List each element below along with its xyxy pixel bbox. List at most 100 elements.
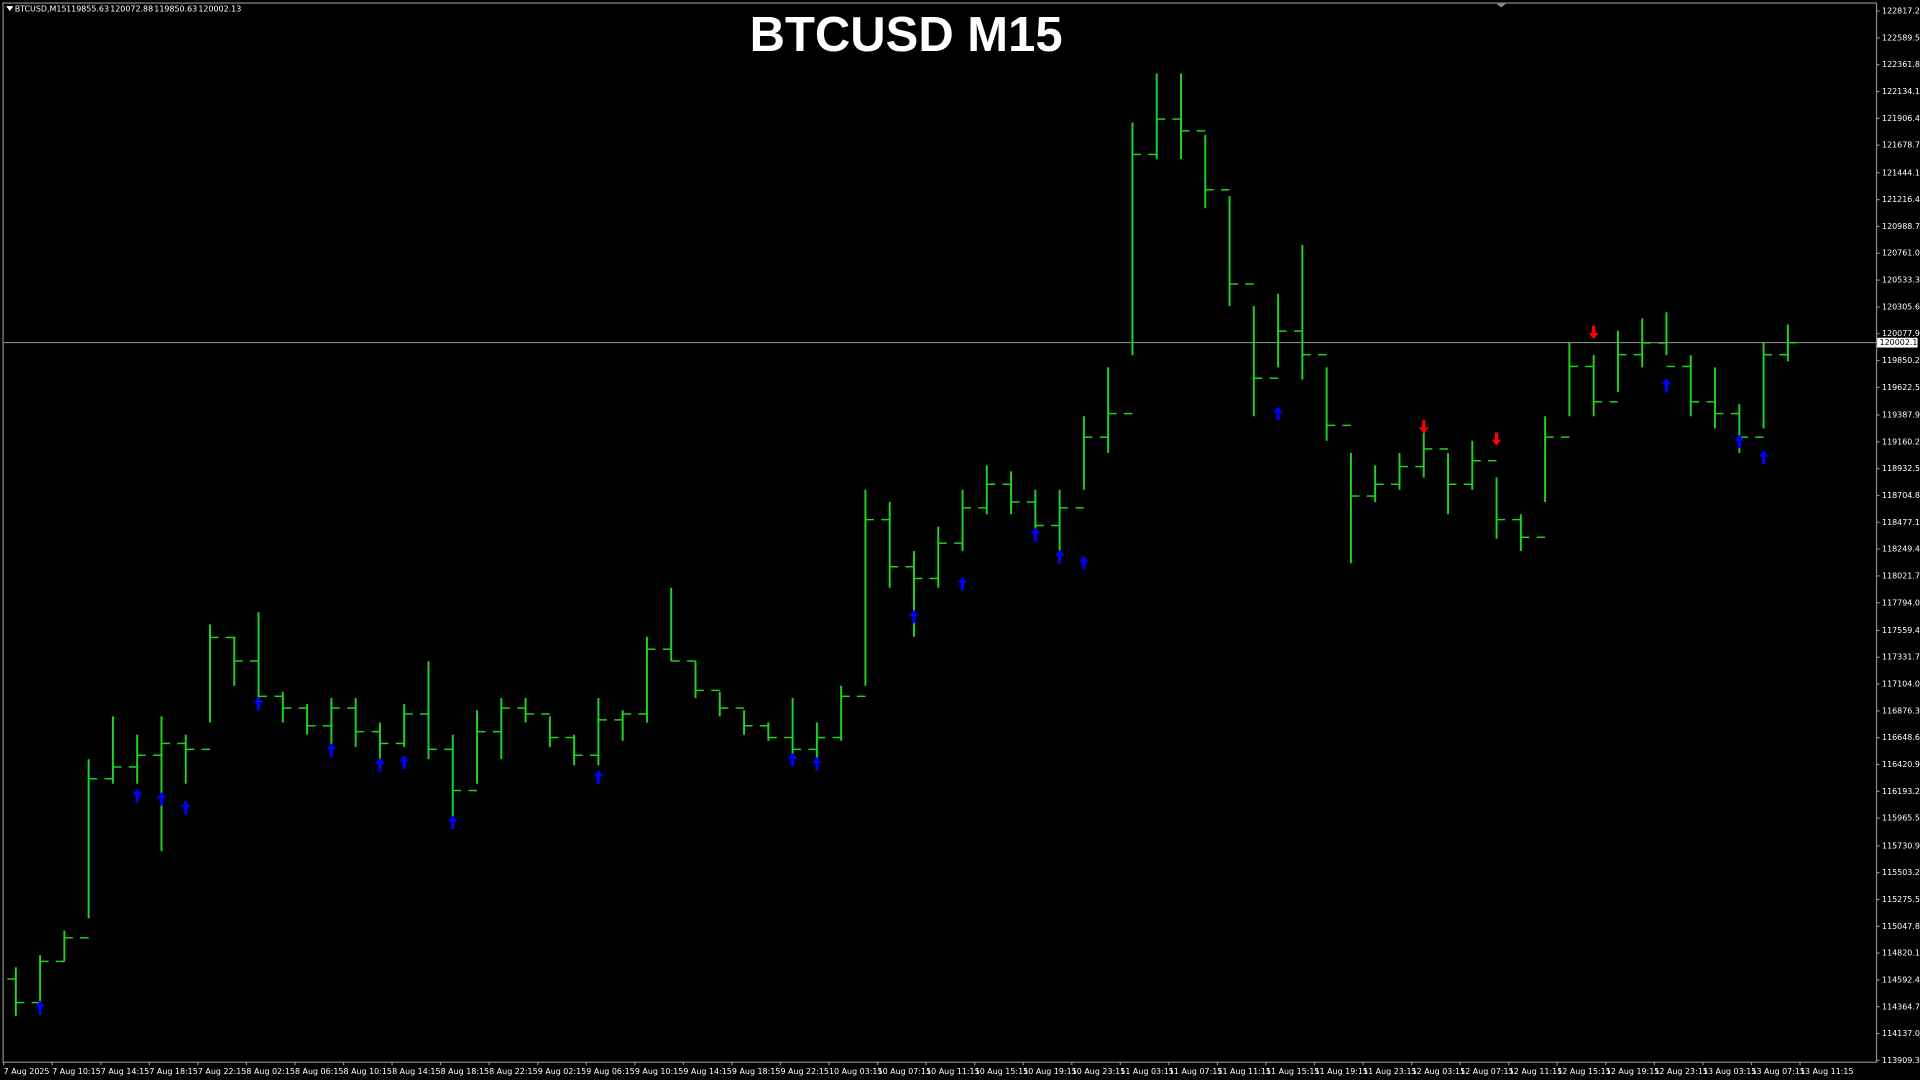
buy-arrow <box>811 756 822 771</box>
ohlc-info-value: 119855.63 <box>66 5 109 14</box>
x-tick-label: 11 Aug 07:15 <box>1169 1067 1223 1076</box>
x-tick-label: 9 Aug 06:15 <box>586 1067 634 1076</box>
x-tick-label: 8 Aug 02:15 <box>246 1067 294 1076</box>
buy-arrow <box>180 800 191 815</box>
x-tick-label: 7 Aug 14:15 <box>101 1067 149 1076</box>
y-tick-label: 116648.60 <box>1882 733 1920 742</box>
x-tick-label: 9 Aug 02:15 <box>538 1067 586 1076</box>
x-tick-label: 11 Aug 19:15 <box>1315 1067 1369 1076</box>
x-tick-label: 9 Aug 18:15 <box>732 1067 780 1076</box>
buy-arrow <box>253 696 264 711</box>
x-tick-label: 10 Aug 07:15 <box>878 1067 932 1076</box>
y-tick-label: 114364.70 <box>1882 1002 1920 1011</box>
buy-arrow <box>957 576 968 591</box>
x-tick-label: 12 Aug 19:15 <box>1606 1067 1660 1076</box>
x-tick-label: 9 Aug 22:15 <box>780 1067 828 1076</box>
last-price-box <box>1877 337 1918 348</box>
buy-arrow <box>787 753 798 767</box>
x-tick-label: 8 Aug 22:15 <box>489 1067 537 1076</box>
y-tick-label: 118249.40 <box>1882 545 1920 554</box>
y-tick-label: 113909.30 <box>1882 1056 1920 1065</box>
x-tick-label: 7 Aug 18:15 <box>149 1067 197 1076</box>
y-tick-label: 122817.20 <box>1882 7 1920 16</box>
x-tick-label: 8 Aug 06:15 <box>295 1067 343 1076</box>
x-tick-label: 12 Aug 11:15 <box>1509 1067 1563 1076</box>
y-tick-label: 114137.00 <box>1882 1029 1920 1038</box>
x-tick-label: 13 Aug 03:15 <box>1703 1067 1757 1076</box>
buy-arrow <box>1054 549 1065 564</box>
y-tick-label: 120988.70 <box>1882 222 1920 231</box>
ohlc-info-value: 120072.88 <box>110 5 153 14</box>
x-tick-label: 10 Aug 19:15 <box>1023 1067 1077 1076</box>
y-tick-label: 114820.10 <box>1882 949 1920 958</box>
y-tick-label: 122589.50 <box>1882 33 1920 42</box>
buy-arrow <box>593 770 604 784</box>
menu-triangle <box>6 6 14 12</box>
x-tick-label: 7 Aug 2025 <box>4 1067 50 1076</box>
buy-arrow <box>375 757 385 772</box>
y-tick-label: 115275.50 <box>1882 895 1920 904</box>
x-tick-label: 10 Aug 11:15 <box>926 1067 980 1076</box>
chart-title: BTCUSD M15 <box>750 8 1063 62</box>
y-tick-label: 117794.00 <box>1882 598 1920 607</box>
y-tick-label: 119622.50 <box>1882 383 1920 392</box>
y-tick-label: 119387.90 <box>1882 411 1920 420</box>
x-tick-label: 12 Aug 07:15 <box>1460 1067 1514 1076</box>
buy-arrow <box>1078 555 1089 570</box>
x-tick-label: 10 Aug 03:15 <box>829 1067 883 1076</box>
buy-arrow <box>909 609 919 624</box>
x-tick-label: 7 Aug 22:15 <box>198 1067 246 1076</box>
buy-arrow <box>1030 527 1041 542</box>
y-tick-label: 120761.00 <box>1882 249 1920 258</box>
buy-arrow <box>156 792 167 806</box>
buy-arrow <box>1734 434 1745 449</box>
y-tick-label: 115730.90 <box>1882 841 1920 850</box>
x-tick-label: 8 Aug 10:15 <box>344 1067 392 1076</box>
x-tick-label: 7 Aug 10:15 <box>52 1067 100 1076</box>
plot-frame <box>2 2 1878 1063</box>
buy-arrow <box>399 755 410 769</box>
x-tick-label: 13 Aug 11:15 <box>1800 1067 1854 1076</box>
y-tick-label: 120305.60 <box>1882 302 1920 311</box>
x-tick-label: 12 Aug 23:15 <box>1654 1067 1708 1076</box>
y-tick-label: 115047.80 <box>1882 922 1920 931</box>
y-tick-label: 118932.50 <box>1882 464 1920 473</box>
y-tick-label: 121216.40 <box>1882 195 1920 204</box>
y-tick-label: 116193.20 <box>1882 787 1920 796</box>
symbol-label: BTCUSD,M15 <box>15 5 67 14</box>
y-tick-label: 118704.80 <box>1882 491 1920 500</box>
sell-arrow <box>1588 325 1599 340</box>
x-tick-label: 11 Aug 15:15 <box>1266 1067 1320 1076</box>
y-tick-label: 115503.20 <box>1882 868 1920 877</box>
x-tick-label: 9 Aug 14:15 <box>683 1067 731 1076</box>
x-tick-label: 11 Aug 11:15 <box>1217 1067 1271 1076</box>
buy-arrow <box>1661 378 1672 392</box>
y-tick-label: 121906.40 <box>1882 114 1920 123</box>
buy-arrow <box>35 1000 45 1014</box>
y-tick-label: 121678.70 <box>1882 141 1920 150</box>
y-tick-label: 117331.70 <box>1882 653 1920 662</box>
x-tick-label: 9 Aug 10:15 <box>635 1067 683 1076</box>
y-tick-label: 114592.40 <box>1882 975 1920 984</box>
shift-marker <box>1496 3 1507 8</box>
y-tick-label: 119850.20 <box>1882 356 1920 365</box>
y-tick-label: 120077.90 <box>1882 329 1920 338</box>
buy-arrow <box>326 743 337 757</box>
x-tick-label: 12 Aug 03:15 <box>1412 1067 1466 1076</box>
y-tick-label: 116420.90 <box>1882 760 1920 769</box>
buy-arrow <box>132 788 143 803</box>
x-tick-label: 8 Aug 18:15 <box>441 1067 489 1076</box>
x-tick-label: 12 Aug 15:15 <box>1557 1067 1611 1076</box>
ohlc-info-value: 119850.63 <box>154 5 197 14</box>
y-tick-label: 117559.40 <box>1882 626 1920 635</box>
x-tick-label: 13 Aug 07:15 <box>1751 1067 1805 1076</box>
y-tick-label: 118021.70 <box>1882 571 1920 580</box>
y-tick-label: 122361.80 <box>1882 60 1920 69</box>
sell-arrow <box>1418 420 1429 434</box>
y-tick-label: 120533.30 <box>1882 276 1920 285</box>
x-tick-label: 10 Aug 23:15 <box>1072 1067 1126 1076</box>
buy-arrow <box>1758 450 1769 465</box>
y-tick-label: 115965.50 <box>1882 814 1920 823</box>
